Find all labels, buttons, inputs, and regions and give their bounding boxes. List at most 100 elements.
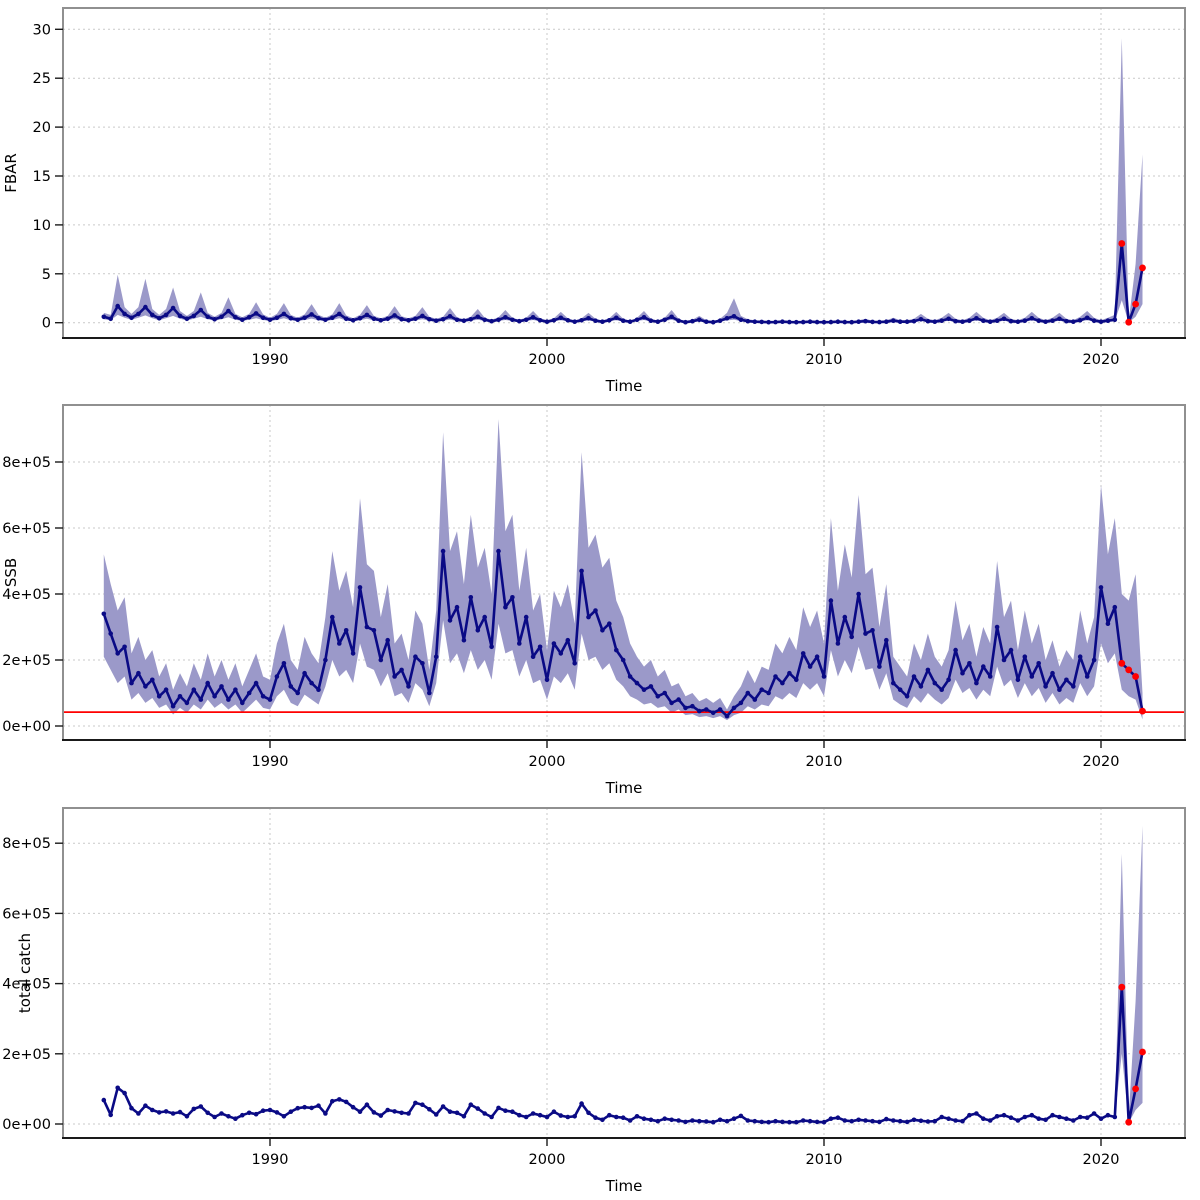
ssb-point [884,637,889,643]
fbar-point [835,319,841,325]
fbar-panel: 0 5 10 15 20 25 30 1990 2000 2010 2020 FBAR Time [2,7,1186,395]
ssb-point [835,641,841,646]
ssb-point [392,674,397,679]
fbar-point [572,319,577,325]
fbar-point [1029,316,1035,321]
fbar-point [1057,316,1062,322]
fbar-point [156,316,162,321]
fbar-point [953,318,958,324]
fbar-point [274,315,280,321]
fbar-point [530,315,536,320]
total-catch-point [260,1108,266,1113]
ssb-point [614,647,619,653]
fbar-point [163,312,169,318]
ssb-point [586,614,591,620]
ssb-point [371,628,377,633]
ssb-point [551,641,557,646]
total-catch-point [316,1103,321,1108]
fbar-forecast-point [1118,240,1126,247]
ssb-point [627,674,633,679]
total-catch-point [724,1118,730,1124]
total-catch-point [987,1118,993,1123]
y-tick-label: 6e+05 [2,906,51,922]
fbar-point [537,318,543,323]
fbar-point [184,316,190,322]
total-catch-point [787,1119,792,1125]
fbar-point [468,317,474,322]
total-catch-point [828,1116,834,1121]
fbar-point [1008,318,1014,324]
ssb-point [925,667,931,673]
ssb-point [849,634,854,640]
total-catch-point [468,1102,474,1107]
ssb-point [281,661,287,666]
fbar-point [253,311,259,316]
ssb-point [780,680,785,686]
fbar-point [565,318,571,323]
y-tick-label: 4e+05 [2,587,51,603]
fbar-point [911,318,917,324]
total-catch-point [579,1101,584,1106]
x-tick-label: 2000 [529,352,566,368]
total-catch-y-axis-title: total catch [16,933,34,1013]
fbar-point [794,319,799,325]
ssb-point [337,641,342,646]
total-catch-point [1098,1116,1104,1121]
total-catch-point [523,1114,529,1120]
fbar-point [620,318,626,324]
ssb-point [1057,687,1062,692]
ssb-point [1036,661,1041,666]
ssb-point [503,604,508,610]
total-catch-point [752,1118,758,1124]
total-catch-point [503,1108,508,1113]
fbar-point [904,319,910,325]
fbar-point [177,313,183,319]
ssb-point [226,697,231,702]
total-catch-frame [62,807,1186,1139]
total-catch-point [475,1106,481,1111]
total-catch-point [226,1114,231,1119]
fbar-point [1077,318,1083,323]
fbar-point [461,318,467,324]
ssb-forecast-point [1139,707,1146,715]
total-catch-point [766,1119,771,1125]
fbar-point [1022,318,1028,324]
ssb-point [427,690,432,696]
fbar-point [496,317,501,323]
total-catch-point [821,1119,827,1125]
total-catch-point [1057,1114,1062,1120]
fbar-point [821,319,827,325]
fbar-point [143,304,148,310]
total-catch-point [676,1118,681,1123]
fbar-point [323,317,328,323]
total-catch-point [392,1109,397,1114]
fbar-point [433,318,439,324]
total-catch-point [150,1107,155,1113]
ssb-point [433,654,439,659]
ssb-point [655,694,661,699]
fbar-point [974,316,979,321]
fbar-point [447,314,453,319]
fbar-point [420,313,425,319]
y-tick-label: 6e+05 [2,521,51,537]
total-catch-point [939,1114,944,1120]
total-catch-point [731,1116,737,1121]
fbar-point [877,319,882,325]
total-catch-point [357,1109,363,1114]
ssb-point [544,677,550,683]
y-tick-label: 15 [33,169,51,185]
total-catch-point [544,1114,550,1120]
fbar-point [745,318,751,324]
fbar-point [219,314,224,320]
ssb-point [697,708,702,714]
fbar-point [918,317,924,322]
fbar-point [634,317,640,323]
ssb-point [946,677,951,683]
total-catch-point [295,1105,301,1111]
ssb-forecast-point [1118,659,1126,667]
x-tick-label: 1990 [252,352,289,368]
fbar-point [1084,315,1090,321]
ssb-point [634,680,640,686]
fbar-point [1064,318,1069,324]
fbar-point [482,317,488,323]
